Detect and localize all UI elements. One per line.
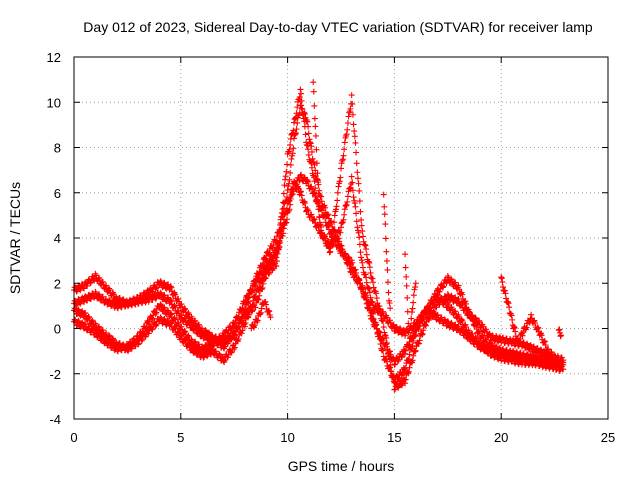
y-tick-label: 10 [47,95,61,110]
series-trace-h [406,280,419,350]
x-tick-label: 0 [70,430,77,445]
y-tick-label: 6 [54,186,61,201]
y-tick-label: 12 [47,50,61,65]
plus-markers [310,79,324,237]
x-tick-label: 25 [601,430,615,445]
y-tick-label: -2 [49,367,61,382]
y-tick-label: -4 [49,412,61,427]
x-tick-label: 5 [177,430,184,445]
plus-markers [71,102,567,386]
x-tick-label: 15 [387,430,401,445]
y-tick-label: 4 [54,231,61,246]
plus-markers [380,191,394,312]
series-trace-j [248,298,274,332]
plus-markers [406,280,419,350]
chart-title: Day 012 of 2023, Sidereal Day-to-day VTE… [83,19,593,35]
plus-markers [248,298,274,332]
series-trace-f [380,191,394,312]
y-axis-label: SDTVAR / TECUs [7,182,23,294]
data-markers [71,79,567,393]
axis-ticks: 0 5 10 15 20 25 -4 -2 0 2 4 6 8 10 12 [47,50,616,445]
y-tick-label: 8 [54,141,61,156]
plus-markers [555,326,565,340]
x-tick-label: 10 [280,430,294,445]
y-tick-label: 0 [54,322,61,337]
x-axis-label: GPS time / hours [288,458,395,474]
series-trace-e [310,79,324,237]
series-trace-a [71,102,567,386]
series-trace-i [498,274,560,364]
y-tick-label: 2 [54,276,61,291]
plus-markers [498,274,560,364]
x-tick-label: 20 [494,430,508,445]
series-trace-k [555,326,565,340]
